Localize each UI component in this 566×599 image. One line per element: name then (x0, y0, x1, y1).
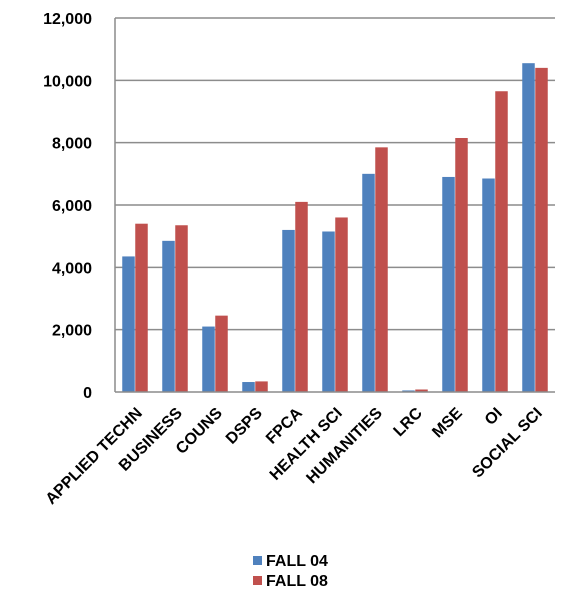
y-tick-label: 0 (83, 385, 92, 402)
bar-fall-04 (402, 390, 415, 392)
legend-label: FALL 08 (266, 573, 328, 590)
y-tick-label: 12,000 (43, 11, 92, 28)
bar-fall-08 (335, 217, 348, 392)
bar-fall-08 (455, 137, 468, 392)
bar-fall-04 (442, 176, 455, 392)
bar-fall-04 (322, 231, 335, 392)
x-tick-label: DSPS (223, 405, 266, 448)
x-axis: APPLIED TECHNBUSINESSCOUNSDSPSFPCAHEALTH… (43, 391, 555, 508)
bar-fall-08 (495, 91, 508, 392)
bars (122, 63, 548, 393)
legend-label: FALL 04 (266, 553, 328, 570)
bar-fall-04 (362, 173, 375, 392)
gridlines (115, 17, 555, 331)
bar-fall-04 (122, 256, 135, 392)
legend-swatch (253, 576, 262, 585)
bar-fall-04 (282, 229, 295, 392)
bar-fall-08 (255, 381, 268, 392)
y-tick-label: 10,000 (43, 73, 92, 90)
x-tick-label: MSE (429, 405, 466, 442)
bar-fall-08 (215, 315, 228, 392)
bar-fall-04 (162, 240, 175, 392)
bar-fall-08 (175, 225, 188, 392)
bar-fall-04 (482, 178, 495, 392)
x-tick-label: SOCIAL SCI (469, 405, 546, 482)
bar-fall-08 (375, 147, 388, 392)
y-tick-label: 2,000 (52, 323, 92, 340)
bar-fall-04 (242, 382, 255, 392)
bar-fall-08 (135, 223, 148, 392)
bar-fall-04 (202, 326, 215, 392)
x-tick-label: OI (482, 405, 506, 429)
bar-fall-04 (522, 63, 535, 393)
legend-swatch (253, 556, 262, 565)
y-tick-label: 8,000 (52, 136, 92, 153)
bar-fall-08 (295, 201, 308, 392)
bar-fall-08 (415, 389, 428, 392)
bar-fall-08 (535, 67, 548, 392)
legend: FALL 04 FALL 08 (253, 553, 328, 590)
y-axis: 0 2,000 4,000 6,000 8,000 10,000 12,000 (43, 11, 116, 402)
x-tick-label: LRC (391, 404, 427, 440)
y-tick-label: 6,000 (52, 198, 92, 215)
y-tick-label: 4,000 (52, 260, 92, 277)
